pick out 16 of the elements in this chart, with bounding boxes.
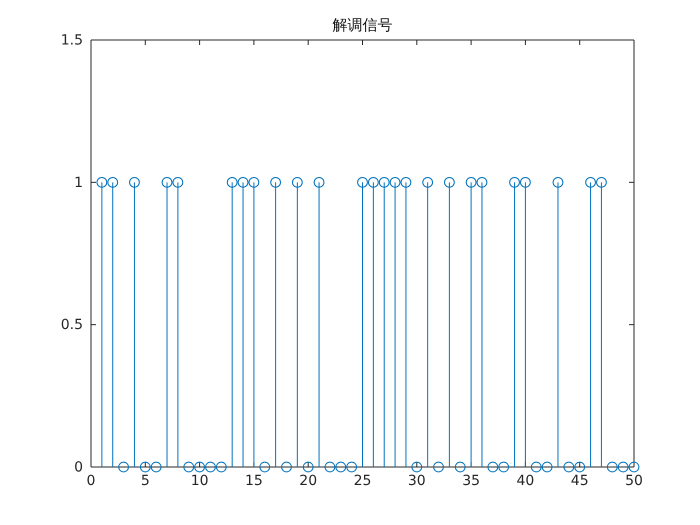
y-tick-label: 0.5 xyxy=(60,317,83,334)
x-tick-label: 35 xyxy=(462,472,480,489)
x-tick-label: 30 xyxy=(408,472,426,489)
x-tick-label: 40 xyxy=(516,472,534,489)
x-tick-label: 20 xyxy=(299,472,318,489)
x-tick-label: 25 xyxy=(354,472,372,489)
x-tick-label: 45 xyxy=(570,472,589,489)
x-tick-label: 5 xyxy=(140,472,150,489)
x-tick-label: 50 xyxy=(625,472,643,489)
x-tick-label: 10 xyxy=(190,472,209,489)
y-tick-label: 1.5 xyxy=(60,32,83,48)
y-tick-label: 1 xyxy=(74,174,83,191)
x-tick-label: 15 xyxy=(244,472,263,489)
y-tick-label: 0 xyxy=(74,459,83,476)
x-tick-label: 0 xyxy=(86,472,96,489)
chart-title: 解调信号 xyxy=(332,16,392,34)
